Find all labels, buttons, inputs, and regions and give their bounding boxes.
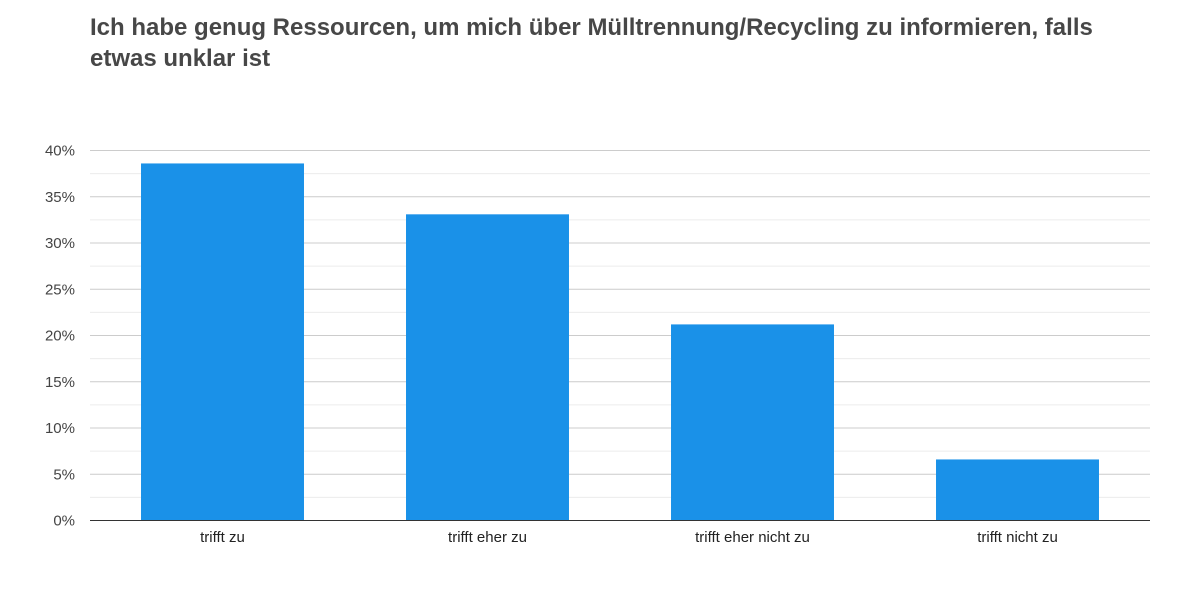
bar (141, 163, 304, 521)
y-tick-label: 40% (45, 143, 75, 160)
bar (406, 214, 569, 521)
y-tick-labels: 0% 5% 10% 15% 20% 25% 30% 35% 40% (45, 143, 75, 530)
x-tick-label: trifft eher nicht zu (695, 529, 810, 546)
y-tick-label: 0% (53, 513, 75, 530)
y-tick-label: 10% (45, 420, 75, 437)
y-tick-label: 25% (45, 281, 75, 298)
bars (141, 163, 1099, 521)
y-tick-label: 15% (45, 374, 75, 391)
y-tick-label: 5% (53, 466, 75, 483)
y-tick-label: 20% (45, 328, 75, 345)
x-tick-label: trifft nicht zu (977, 529, 1058, 546)
y-tick-label: 35% (45, 189, 75, 206)
bar (936, 459, 1099, 521)
x-tick-label: trifft zu (200, 529, 245, 546)
chart-title: Ich habe genug Ressourcen, um mich über … (90, 14, 1093, 72)
bar (671, 324, 834, 521)
x-tick-labels: trifft zu trifft eher zu trifft eher nicht… (200, 529, 1058, 546)
y-tick-label: 30% (45, 235, 75, 252)
x-tick-label: trifft eher zu (448, 529, 527, 546)
